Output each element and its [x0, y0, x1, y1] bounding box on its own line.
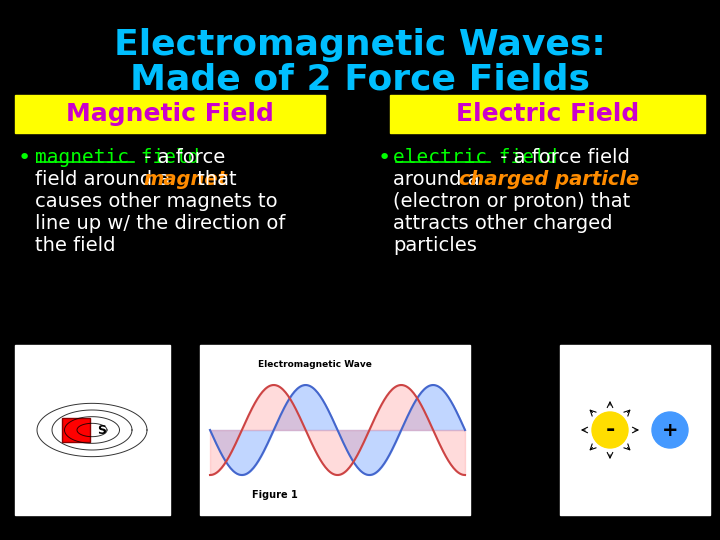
Text: -: - [606, 420, 615, 440]
Circle shape [592, 412, 628, 448]
Text: around a: around a [393, 170, 486, 189]
Text: +: + [662, 421, 678, 440]
Text: magnetic field: magnetic field [35, 148, 199, 167]
Text: Made of 2 Force Fields: Made of 2 Force Fields [130, 62, 590, 96]
Text: Electric Field: Electric Field [456, 102, 639, 126]
Text: Electromagnetic Waves:: Electromagnetic Waves: [114, 28, 606, 62]
Text: line up w/ the direction of: line up w/ the direction of [35, 214, 285, 233]
Text: attracts other charged: attracts other charged [393, 214, 613, 233]
Text: S: S [97, 423, 107, 436]
FancyBboxPatch shape [390, 95, 705, 133]
Text: (electron or proton) that: (electron or proton) that [393, 192, 630, 211]
Text: causes other magnets to: causes other magnets to [35, 192, 278, 211]
Text: field around a: field around a [35, 170, 176, 189]
Text: •: • [378, 148, 391, 168]
FancyBboxPatch shape [15, 95, 325, 133]
Text: - a force field: - a force field [494, 148, 630, 167]
FancyBboxPatch shape [560, 345, 710, 515]
Text: Magnetic Field: Magnetic Field [66, 102, 274, 126]
Text: charged particle: charged particle [459, 170, 639, 189]
Text: Electromagnetic Wave: Electromagnetic Wave [258, 360, 372, 369]
Text: that: that [191, 170, 237, 189]
Text: Figure 1: Figure 1 [252, 490, 298, 500]
FancyBboxPatch shape [62, 418, 90, 442]
Circle shape [652, 412, 688, 448]
Text: magnet: magnet [143, 170, 227, 189]
FancyBboxPatch shape [200, 345, 470, 515]
FancyBboxPatch shape [15, 345, 170, 515]
Text: the field: the field [35, 236, 115, 255]
Text: •: • [18, 148, 31, 168]
Text: - a force: - a force [138, 148, 225, 167]
Text: electric field: electric field [393, 148, 557, 167]
Text: particles: particles [393, 236, 477, 255]
